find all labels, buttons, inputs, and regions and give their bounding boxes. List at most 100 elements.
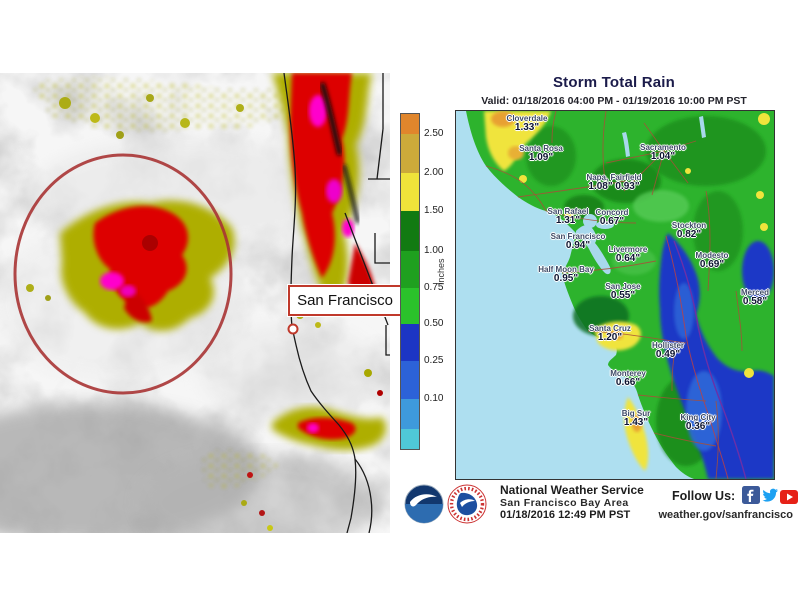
- city-label: Merced 0.58": [740, 288, 770, 308]
- footer-timestamp: 01/18/2016 12:49 PM PST: [500, 509, 631, 521]
- city-rain-value: 1.20": [597, 332, 623, 344]
- city-rain-value: 0.94": [565, 240, 591, 252]
- city-label: Concord 0.67": [595, 208, 629, 228]
- valley-rain-band: [659, 233, 774, 479]
- city-rain-value: 1.09": [528, 152, 554, 164]
- legend-segment: [401, 173, 419, 211]
- legend-segment: [401, 324, 419, 361]
- legend-tick-label: 1.50: [424, 205, 444, 216]
- city-label: Modesto 0.69": [695, 251, 729, 271]
- footer-office: San Francisco Bay Area: [500, 497, 629, 509]
- legend-tick-label: 0.25: [424, 355, 444, 366]
- city-label: San Rafael 1.31": [547, 207, 589, 227]
- city-label: Monterey 0.66": [610, 369, 646, 389]
- city-rain-value: 0.67": [599, 216, 625, 228]
- city-name: Napa, Fairfield: [586, 173, 642, 182]
- city-name: King City: [680, 413, 716, 422]
- city-rain-value: 0.64": [615, 253, 641, 265]
- legend-segment: [401, 399, 419, 429]
- legend-tick-label: 0.50: [424, 318, 444, 329]
- city-name: Monterey: [610, 369, 646, 378]
- city-label: Stockton 0.82": [671, 221, 707, 241]
- rainfall-legend-bar: [400, 113, 420, 450]
- city-rain-value: 0.95": [553, 273, 579, 285]
- san-francisco-callout: San Francisco: [288, 285, 402, 316]
- heavy-rain-areas: [484, 111, 770, 471]
- city-label: Cloverdale 1.33": [506, 114, 548, 134]
- city-label: Livermore 0.64": [608, 245, 648, 265]
- county-lines: [485, 111, 743, 479]
- city-name: Stockton: [671, 221, 707, 230]
- legend-segment: [401, 251, 419, 288]
- city-name: San Rafael: [547, 207, 589, 216]
- city-label: Hollister 0.49": [651, 341, 685, 361]
- city-name: Cloverdale: [506, 114, 548, 123]
- city-name: San Jose: [605, 282, 641, 291]
- city-rain-value: 0.69": [699, 259, 725, 271]
- city-rain-value: 0.82": [676, 229, 702, 241]
- lower-storm-band: [272, 369, 387, 450]
- legend-segment: [401, 211, 419, 251]
- youtube-icon[interactable]: [780, 488, 798, 506]
- city-rain-value: 1.43": [623, 417, 649, 429]
- city-name: Santa Cruz: [589, 324, 631, 333]
- city-label: Santa Cruz 1.20": [589, 324, 631, 344]
- legend-segment: [401, 134, 419, 173]
- noaa-logo: [404, 484, 444, 524]
- city-name: Merced: [740, 288, 770, 297]
- legend-segment: [401, 114, 419, 134]
- city-rain-value: 0.66": [615, 377, 641, 389]
- map-borders: [283, 73, 390, 533]
- map-valid-period: Valid: 01/18/2016 04:00 PM - 01/19/2016 …: [481, 95, 747, 107]
- city-name: San Francisco: [550, 232, 606, 241]
- legend-tick-label: 2.50: [424, 128, 444, 139]
- legend-tick-label: 0.75: [424, 282, 444, 293]
- city-label: San Jose 0.55": [605, 282, 641, 302]
- city-rain-value: 0.55": [610, 290, 636, 302]
- city-name: Livermore: [608, 245, 648, 254]
- legend-tick-label: 0.10: [424, 393, 444, 404]
- city-rain-value: 0.58": [742, 296, 768, 308]
- speckle-field: [26, 76, 330, 531]
- city-label: San Francisco 0.94": [550, 232, 606, 252]
- map-title: Storm Total Rain: [552, 74, 676, 91]
- city-name: Sacramento: [640, 143, 686, 152]
- city-rain-value: 1.04": [650, 151, 676, 163]
- nws-logo: [447, 484, 487, 524]
- city-name: Hollister: [651, 341, 685, 350]
- city-label: Santa Rosa 1.09": [519, 144, 563, 164]
- legend-tick-label: 2.00: [424, 167, 444, 178]
- legend-unit-label: Inches: [436, 258, 446, 285]
- city-label: Big Sur 1.43": [621, 409, 651, 429]
- city-name: Half Moon Bay: [538, 265, 594, 274]
- legend-segment: [401, 429, 419, 449]
- legend-segment: [401, 361, 419, 399]
- legend-tick-label: 1.00: [424, 245, 444, 256]
- city-rain-value: 0.49": [655, 349, 681, 361]
- city-label: Sacramento 1.04": [640, 143, 686, 163]
- city-rain-value: 0.36": [685, 421, 711, 433]
- city-rain-value: 1.31": [555, 215, 581, 227]
- city-label: Napa, Fairfield 1.08" 0.93": [586, 173, 642, 193]
- footer-url[interactable]: weather.gov/sanfrancisco: [658, 509, 794, 521]
- city-name: Concord: [595, 208, 629, 217]
- bay-water: [576, 116, 706, 275]
- city-name: Modesto: [695, 251, 729, 260]
- san-francisco-marker: [287, 323, 299, 335]
- city-name: Santa Rosa: [519, 144, 563, 153]
- city-label: Half Moon Bay 0.95": [538, 265, 594, 285]
- follow-us-label: Follow Us:: [672, 489, 736, 503]
- facebook-icon[interactable]: [742, 486, 760, 504]
- storm-highlight-circle: [13, 153, 233, 395]
- city-rain-value: 1.08" 0.93": [588, 181, 640, 193]
- footer-agency: National Weather Service: [500, 483, 644, 497]
- city-label: King City 0.36": [680, 413, 716, 433]
- twitter-icon[interactable]: [761, 486, 779, 504]
- city-rain-value: 1.33": [514, 122, 540, 134]
- legend-segment: [401, 288, 419, 324]
- rain-total-map: [455, 110, 775, 480]
- coastal-storm-band: [272, 73, 376, 313]
- offshore-storm: [60, 200, 235, 331]
- city-name: Big Sur: [621, 409, 651, 418]
